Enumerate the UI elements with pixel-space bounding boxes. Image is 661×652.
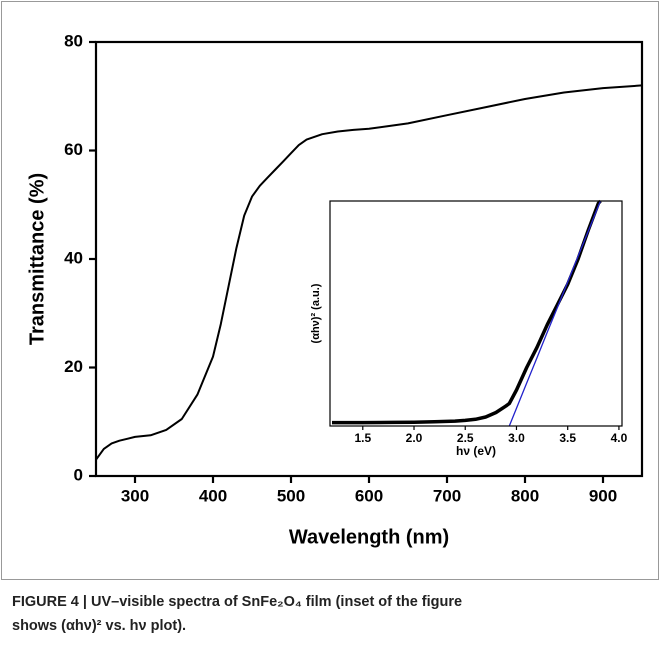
x-tick-label: 600 xyxy=(355,486,383,505)
x-axis-label: Wavelength (nm) xyxy=(289,526,449,548)
x-tick-label: 800 xyxy=(511,486,539,505)
x-tick-label: 900 xyxy=(589,486,617,505)
y-axis-label: Transmittance (%) xyxy=(26,173,48,345)
x-tick-label: 2.5 xyxy=(457,431,474,445)
x-tick-label: 500 xyxy=(277,486,305,505)
x-tick-label: 4.0 xyxy=(611,431,628,445)
x-tick-label: 1.5 xyxy=(354,431,371,445)
x-tick-label: 2.0 xyxy=(406,431,423,445)
x-tick-label: 3.5 xyxy=(559,431,576,445)
x-tick-label: 400 xyxy=(199,486,227,505)
caption-line: shows (αhν)² vs. hν plot). xyxy=(12,618,186,634)
data-line xyxy=(332,199,602,425)
figure-border xyxy=(1,1,659,580)
x-tick-label: 700 xyxy=(433,486,461,505)
y-tick-label: 40 xyxy=(64,248,83,267)
x-tick-label: 3.0 xyxy=(508,431,525,445)
data-line xyxy=(95,84,643,461)
x-tick-label: 300 xyxy=(121,486,149,505)
y-tick-label: 0 xyxy=(74,465,83,484)
y-tick-label: 60 xyxy=(64,140,83,159)
y-tick-label: 20 xyxy=(64,357,83,376)
plot-frame xyxy=(329,200,623,427)
data-line xyxy=(508,200,602,427)
x-axis-label: hν (eV) xyxy=(456,444,496,458)
y-tick-label: 80 xyxy=(64,31,83,50)
caption-line: FIGURE 4 | UV–visible spectra of SnFe₂O₄… xyxy=(12,594,462,610)
y-axis-label: (αhν)² (a.u.) xyxy=(310,283,322,343)
inset-background xyxy=(330,201,622,426)
